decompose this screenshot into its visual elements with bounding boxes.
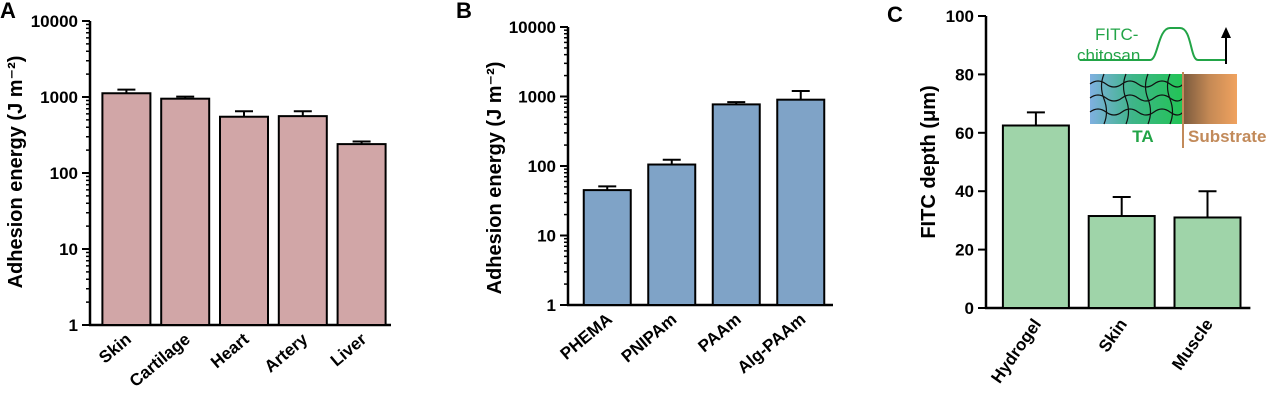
- y-tick-label: 100: [50, 164, 78, 183]
- x-tick-label: Muscle: [1168, 315, 1217, 373]
- panel-letter-c: C: [887, 2, 903, 27]
- x-tick-label: PNIPAm: [618, 310, 681, 367]
- bar-alg-paam: [776, 98, 826, 306]
- x-tick-label: Alg-PAAm: [734, 310, 810, 378]
- panel-letter-a: A: [0, 0, 16, 23]
- inset-diagram: FITC- chitosan TA Substrate: [1077, 25, 1266, 148]
- y-axis-title-a: Adhesion energy (J m⁻²): [5, 56, 27, 289]
- panel-letter-b: B: [456, 0, 472, 23]
- bar-phema: [582, 189, 632, 306]
- fitc-profile-curve: [1080, 27, 1227, 61]
- inset-label-substrate: Substrate: [1188, 127, 1266, 146]
- x-tick-label: Hydrogel: [987, 315, 1045, 386]
- inset-label-chitosan: chitosan: [1077, 46, 1140, 65]
- bar-artery: [277, 115, 328, 326]
- y-tick-label: 10000: [509, 18, 556, 37]
- x-tick-label: Skin: [1095, 315, 1131, 355]
- x-tick-label: Artery: [261, 329, 312, 376]
- y-axis-title-c: FITC depth (μm): [918, 85, 940, 238]
- y-tick-label: 10000: [31, 12, 78, 31]
- arrow-up-icon: [1221, 27, 1231, 38]
- x-tick-label: Cartilage: [126, 330, 194, 391]
- polymer-network: [1089, 73, 1184, 125]
- y-tick-label: 0: [965, 299, 974, 318]
- x-tick-label: Skin: [95, 330, 135, 368]
- bar-pnipam: [647, 163, 697, 306]
- bar-muscle: [1173, 216, 1242, 309]
- y-tick-label: 1: [69, 316, 78, 335]
- x-tick-label: Liver: [327, 329, 371, 370]
- y-tick-label: 40: [955, 182, 974, 201]
- inset-label-fitc: FITC-: [1095, 25, 1138, 44]
- bar-hydrogel: [1001, 124, 1070, 309]
- substrate-layer: [1183, 74, 1237, 124]
- y-tick-label: 80: [955, 65, 974, 84]
- x-tick-label: PHEMA: [557, 310, 616, 364]
- panel-c: C FITC depth (μm) 0 20 40 60 80 100 Hydrogel Sk…: [887, 2, 1266, 387]
- panel-b: B Adhesion energy (J m⁻²) 1 10 100 1000 1000…: [456, 0, 833, 377]
- y-tick-label: 100: [528, 157, 556, 176]
- y-tick-label: 1: [547, 296, 556, 315]
- bar-skin: [1087, 215, 1156, 310]
- inset-label-ta: TA: [1132, 127, 1153, 146]
- bar-paam: [711, 103, 761, 306]
- y-tick-label: 1000: [518, 88, 556, 107]
- y-tick-label: 10: [59, 240, 78, 259]
- panel-a: A Adhesion energy (J m⁻²) 1 10 100 1000 1000…: [0, 0, 391, 391]
- y-tick-label: 100: [946, 7, 974, 26]
- y-tick-label: 60: [955, 124, 974, 143]
- bar-liver: [336, 143, 387, 326]
- y-axis-title-b: Adhesion energy (J m⁻²): [484, 62, 506, 295]
- bar-cartilage: [160, 97, 211, 326]
- x-tick-label: PAAm: [694, 310, 744, 357]
- bar-skin: [101, 92, 152, 326]
- y-tick-label: 20: [955, 241, 974, 260]
- y-tick-label: 1000: [40, 88, 78, 107]
- y-tick-label: 10: [537, 227, 556, 246]
- bar-heart: [219, 115, 269, 326]
- x-tick-label: Heart: [207, 329, 253, 372]
